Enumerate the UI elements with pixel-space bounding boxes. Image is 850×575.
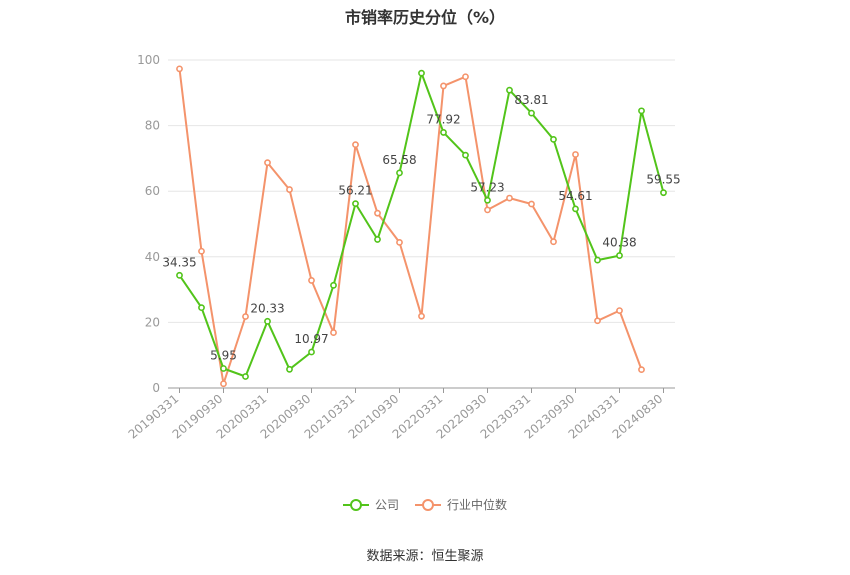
grid-lines bbox=[168, 59, 675, 323]
data-point-s0-20190930 bbox=[220, 365, 227, 372]
series-lines bbox=[176, 65, 667, 388]
data-point-s1-20190930 bbox=[220, 380, 227, 388]
data-label-20200930: 10.97 bbox=[294, 332, 328, 346]
data-point-s0-20230630 bbox=[550, 135, 557, 143]
data-point-s1-20231231 bbox=[594, 317, 601, 325]
legend-label-industry-median: 行业中位数 bbox=[447, 498, 508, 512]
data-point-s1-20220630 bbox=[462, 73, 469, 81]
data-point-s1-20230930 bbox=[572, 151, 579, 158]
data-label-20210331: 56.21 bbox=[338, 184, 372, 198]
legend-item-company[interactable]: 公司 bbox=[342, 496, 399, 513]
data-point-s0-20190630 bbox=[198, 304, 205, 312]
series-line-0 bbox=[178, 72, 665, 378]
data-point-s1-20221231 bbox=[506, 194, 513, 202]
data-point-s0-20200331 bbox=[264, 317, 271, 325]
data-point-s0-20211231 bbox=[418, 69, 425, 77]
legend-item-industry-median[interactable]: 行业中位数 bbox=[415, 496, 507, 513]
data-label-20190331: 34.35 bbox=[162, 255, 196, 269]
data-point-s1-20210630 bbox=[374, 209, 381, 217]
series-line-1 bbox=[178, 68, 643, 385]
data-label-20230930: 54.61 bbox=[558, 189, 592, 203]
data-point-s1-20190630 bbox=[198, 247, 205, 255]
y-tick-label-60: 60 bbox=[145, 184, 160, 198]
data-point-s0-20190331 bbox=[176, 271, 183, 279]
legend: 公司 行业中位数 bbox=[0, 496, 850, 513]
data-point-s0-20210331 bbox=[352, 200, 359, 208]
data-point-s1-20200630 bbox=[286, 186, 293, 193]
y-tick-label-0: 0 bbox=[152, 381, 160, 395]
data-point-s0-20240830 bbox=[660, 189, 667, 197]
data-point-s0-20200930 bbox=[308, 348, 315, 356]
data-labels: 34.35 5.95 20.33 10.97 56.21 65.58 77.92 57.23 8… bbox=[162, 93, 680, 362]
data-point-s1-20190331 bbox=[176, 65, 183, 73]
data-point-s1-20191231 bbox=[242, 313, 249, 320]
y-tick-label-80: 80 bbox=[145, 119, 160, 133]
data-point-s1-20240630 bbox=[638, 366, 645, 374]
data-point-s0-20220331 bbox=[440, 129, 447, 136]
data-point-s1-20201231 bbox=[330, 329, 337, 336]
data-point-s0-20200630 bbox=[286, 365, 293, 373]
data-label-20240331: 40.38 bbox=[602, 236, 636, 250]
data-label-20220930: 57.23 bbox=[470, 180, 504, 194]
y-tick-label-40: 40 bbox=[145, 250, 160, 264]
data-label-20210930: 65.58 bbox=[382, 153, 416, 167]
data-point-s1-20200930 bbox=[308, 277, 315, 284]
data-point-s1-20220331 bbox=[440, 82, 447, 90]
data-point-s0-20191231 bbox=[242, 373, 249, 380]
data-point-s0-20220930 bbox=[484, 196, 491, 204]
data-point-s0-20240331 bbox=[616, 252, 623, 259]
legend-label-company: 公司 bbox=[374, 498, 399, 512]
data-point-s0-20210930 bbox=[396, 169, 403, 177]
data-point-s1-20230630 bbox=[550, 238, 557, 246]
data-point-s1-20240331 bbox=[616, 307, 623, 314]
legend-swatch-industry-icon bbox=[415, 498, 441, 512]
data-point-s1-20200331 bbox=[264, 159, 271, 167]
data-label-20190930: 5.95 bbox=[210, 348, 237, 362]
data-source: 数据来源：恒生聚源 bbox=[366, 549, 484, 564]
data-point-s0-20201231 bbox=[330, 281, 337, 289]
data-label-20230331: 83.81 bbox=[514, 93, 548, 107]
data-point-s0-20231231 bbox=[594, 256, 601, 264]
data-point-s1-20230331 bbox=[528, 200, 535, 208]
chart-title: 市销率历史分位（%） bbox=[344, 8, 506, 27]
data-point-s0-20221231 bbox=[506, 86, 513, 94]
y-tick-label-20: 20 bbox=[145, 315, 160, 329]
data-label-20240830: 59.55 bbox=[646, 173, 680, 187]
data-point-s1-20210331 bbox=[352, 141, 359, 149]
data-point-s0-20210630 bbox=[374, 236, 381, 243]
data-point-s1-20211231 bbox=[418, 312, 425, 320]
data-point-s0-20220630 bbox=[462, 151, 469, 159]
legend-swatch-company-icon bbox=[342, 498, 369, 512]
data-point-s1-20210930 bbox=[396, 238, 403, 246]
data-point-s0-20230331 bbox=[528, 109, 535, 117]
data-label-20220331: 77.92 bbox=[426, 112, 460, 126]
data-point-s0-20230930 bbox=[572, 205, 579, 213]
data-point-s0-20240630 bbox=[638, 107, 645, 115]
y-tick-label-100: 100 bbox=[137, 53, 160, 67]
data-point-s1-20220930 bbox=[484, 206, 491, 214]
data-label-20200331: 20.33 bbox=[250, 301, 284, 315]
